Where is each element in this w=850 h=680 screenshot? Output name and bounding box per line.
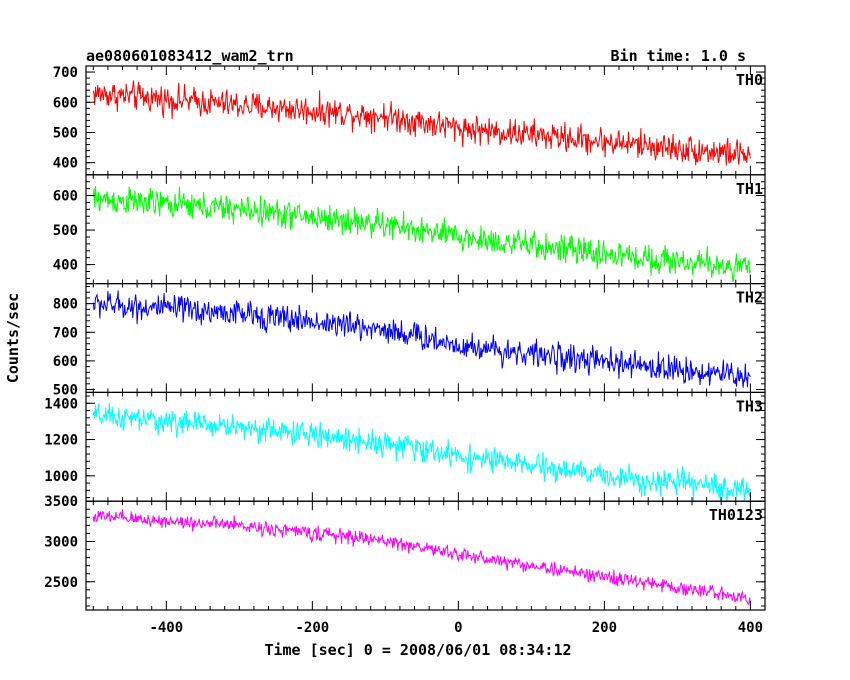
y-tick-label: 600 (53, 354, 78, 370)
series-line-th1 (92, 185, 751, 283)
y-tick-label: 800 (53, 297, 78, 313)
y-tick-label: 1200 (44, 433, 78, 449)
y-tick-label: 500 (53, 125, 78, 141)
bin-time-label: Bin time: 1.0 s (611, 47, 746, 65)
panels-group: 400 500 600 700 TH0 400 500 600 TH1 500 600 700 800 T… (44, 65, 766, 611)
y-tick-label: 500 (53, 223, 78, 239)
panel-th1: 400 500 600 TH1 (53, 174, 766, 285)
panel-frame (85, 500, 766, 611)
chart-title: ae080601083412_wam2_trn (86, 47, 294, 65)
panel-label-th1: TH1 (736, 180, 763, 198)
y-tick-label: 500 (53, 383, 78, 399)
series-line-th0 (92, 80, 751, 166)
panel-th2: 500 600 700 800 TH2 (53, 283, 766, 399)
y-tick-label: 400 (53, 258, 78, 274)
series-line-th2 (92, 290, 751, 388)
x-tick-label: 400 (738, 620, 763, 636)
panel-label-th0: TH0 (736, 71, 763, 89)
y-tick-label: 700 (53, 325, 78, 341)
series-line-th3 (92, 402, 751, 502)
panel-label-th3: TH3 (736, 397, 763, 415)
x-axis: -400 -200 0 200 400 (149, 620, 763, 636)
y-tick-label: 3000 (44, 534, 78, 550)
y-tick-label: 700 (53, 65, 78, 81)
panel-frame (85, 65, 766, 176)
y-tick-label: 600 (53, 95, 78, 111)
y-tick-label: 400 (53, 156, 78, 172)
y-tick-label: 600 (53, 189, 78, 205)
y-axis-label: Counts/sec (4, 293, 22, 383)
panel-label-th2: TH2 (736, 289, 763, 307)
x-tick-label: 200 (592, 620, 617, 636)
series-line-th0123 (92, 509, 751, 606)
x-tick-label: -200 (295, 620, 329, 636)
panel-label-th0123: TH0123 (709, 506, 763, 524)
y-tick-label: 2500 (44, 575, 78, 591)
y-tick-label: 1400 (44, 396, 78, 412)
x-tick-label: -400 (149, 620, 183, 636)
y-tick-label: 1000 (44, 469, 78, 485)
y-tick-label: 3500 (44, 494, 78, 510)
panel-th0: 400 500 600 700 TH0 (53, 65, 766, 176)
x-tick-label: 0 (454, 620, 462, 636)
x-axis-label: Time [sec] 0 = 2008/06/01 08:34:12 (264, 641, 571, 659)
panel-th3: 1000 1200 1400 TH3 (44, 391, 766, 502)
panel-th0123: 2500 3000 3500 TH0123 (44, 494, 766, 611)
